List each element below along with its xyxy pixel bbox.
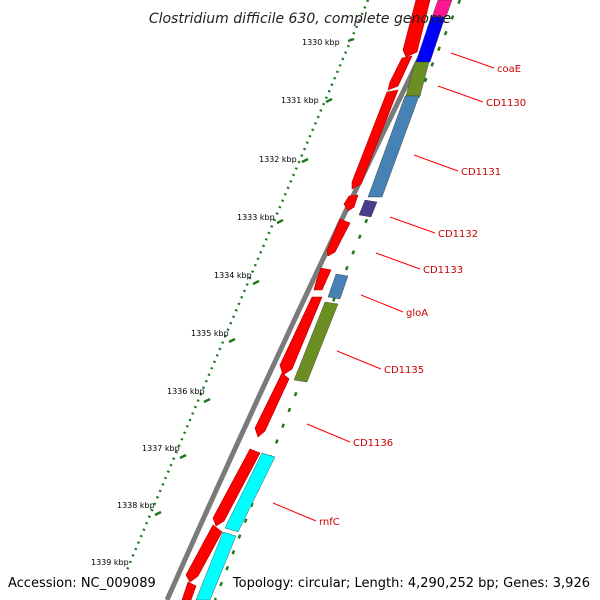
leader-line [306, 423, 351, 443]
kbp-label: 1339 kbp [91, 558, 129, 567]
leader-line [272, 502, 317, 522]
forward-gene [326, 218, 351, 257]
leader-line [437, 85, 484, 103]
topology-summary: Topology: circular; Length: 4,290,252 bp… [232, 576, 590, 591]
forward-gene [402, 0, 431, 58]
leader-line [375, 252, 421, 270]
forward-gene [351, 89, 399, 190]
leader-line [389, 216, 436, 234]
ruler-ticks [154, 37, 355, 517]
kbp-label: 1332 kbp [259, 155, 297, 164]
kbp-labels: 1330 kbp 1331 kbp 1332 kbp 1333 kbp 1334… [91, 38, 340, 567]
map-title: Clostridium difficile 630, complete geno… [149, 11, 451, 27]
gene-label-CD1136: CD1136 [353, 438, 393, 449]
reverse-gene-CD1131 [367, 95, 420, 198]
ruler-tick [276, 218, 284, 225]
ruler-tick [347, 37, 355, 43]
leader-line [360, 294, 404, 313]
reverse-gene-rnfC-next [195, 531, 237, 600]
gene-labels: coaE CD1130 CD1131 CD1132 CD1133 gloA CD… [319, 64, 526, 528]
label-leaders [272, 52, 495, 522]
reverse-gene-CD1132 [358, 199, 378, 218]
forward-gene [254, 372, 290, 438]
ruler-tick [301, 157, 309, 164]
forward-gene [212, 448, 261, 527]
reverse-gene-rnfC [224, 452, 276, 533]
forward-gene [313, 267, 332, 291]
gene-label-CD1132: CD1132 [438, 229, 478, 240]
forward-gene [181, 581, 197, 600]
accession-text: Accession: NC_009089 [8, 576, 156, 591]
kbp-label: 1334 kbp [214, 271, 252, 280]
reverse-gene-gloA [327, 273, 349, 300]
ruler-tick [252, 279, 260, 286]
ruler-tick [179, 453, 187, 460]
reverse-gene-CD1130 [405, 61, 430, 97]
reverse-gene-coaE [415, 16, 446, 63]
kbp-label: 1333 kbp [237, 213, 275, 222]
ruler-tick [154, 510, 162, 517]
reverse-track-guide [213, 0, 462, 600]
gene-label-gloA: gloA [406, 308, 428, 319]
reverse-gene-coaE-neighbor [431, 0, 453, 18]
forward-gene [185, 524, 223, 583]
kbp-label: 1338 kbp [117, 501, 155, 510]
forward-gene [279, 296, 323, 376]
genome-backbone [164, 0, 451, 600]
reverse-genes [195, 0, 453, 600]
leader-line [336, 350, 382, 370]
gene-label-CD1135: CD1135 [384, 365, 424, 376]
forward-genes [181, 0, 431, 600]
gene-label-CD1133: CD1133 [423, 265, 463, 276]
gene-label-CD1130: CD1130 [486, 98, 526, 109]
kbp-label: 1337 kbp [142, 444, 180, 453]
gene-label-coaE: coaE [497, 64, 521, 75]
ruler-tick [228, 337, 236, 344]
reverse-gene-CD1135 [293, 301, 339, 383]
ruler-tick [203, 397, 211, 404]
leader-line [450, 52, 495, 69]
gene-label-CD1131: CD1131 [461, 167, 501, 178]
forward-gene [343, 194, 359, 212]
forward-gene [387, 55, 413, 91]
gene-label-rnfC: rnfC [319, 517, 340, 528]
kbp-label: 1331 kbp [281, 96, 319, 105]
ruler-tick [325, 97, 333, 104]
leader-line [413, 154, 459, 172]
kbp-label: 1335 kbp [191, 329, 229, 338]
kbp-label: 1330 kbp [302, 38, 340, 47]
kbp-label: 1336 kbp [167, 387, 205, 396]
